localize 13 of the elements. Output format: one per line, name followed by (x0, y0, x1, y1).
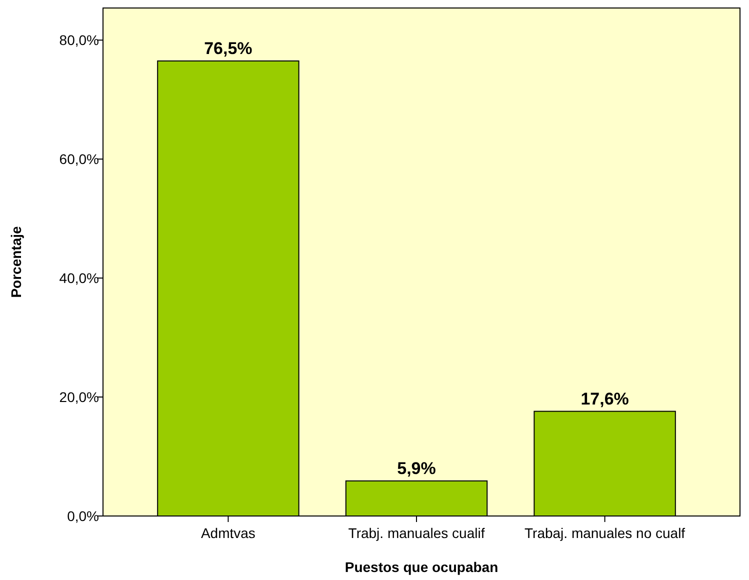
data-label: 5,9% (397, 458, 436, 478)
y-tick-label: 40,0% (59, 270, 99, 286)
data-label: 17,6% (580, 389, 629, 408)
y-tick-label: 80,0% (59, 32, 99, 48)
y-tick-label: 20,0% (59, 389, 99, 406)
y-tick-label: 0,0% (67, 508, 99, 524)
x-tick-label: Admtvas (200, 525, 256, 541)
y-tick-label: 60,0% (59, 151, 99, 168)
data-label: 76,5% (204, 38, 252, 58)
x-axis-title: Puestos que ocupaban (344, 559, 498, 575)
x-tick-label: Trabaj. manuales no cualf (524, 525, 686, 541)
y-axis-title: Porcentaje (8, 226, 24, 298)
x-tick-label: Trabj. manuales cualif (348, 525, 485, 541)
